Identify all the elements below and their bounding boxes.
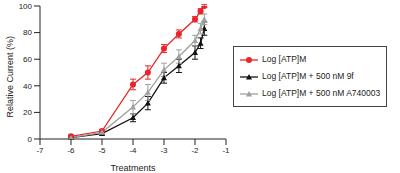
svg-text:-5: -5 — [98, 146, 106, 155]
svg-text:60: 60 — [23, 55, 32, 64]
svg-text:0: 0 — [28, 135, 33, 144]
svg-text:-1: -1 — [222, 146, 230, 155]
svg-text:-7: -7 — [36, 146, 44, 155]
svg-text:-6: -6 — [67, 146, 75, 155]
svg-text:40: 40 — [23, 82, 32, 91]
svg-text:-3: -3 — [160, 146, 168, 155]
svg-text:80: 80 — [23, 28, 32, 37]
svg-text:Treatments: Treatments — [110, 163, 156, 173]
html-text:Log [ATP]M + 500 nM A740003: Log [ATP]M + 500 nM A740003 — [262, 88, 381, 98]
svg-text:100: 100 — [19, 2, 33, 11]
svg-text:-2: -2 — [191, 146, 199, 155]
html-text:Log [ATP]M: Log [ATP]M — [262, 54, 307, 64]
svg-text:20: 20 — [23, 108, 32, 117]
svg-text:Relative Current (%): Relative Current (%) — [8, 36, 15, 118]
svg-text:-4: -4 — [129, 146, 137, 155]
html-text:Log [ATP]M + 500 nM 9f: Log [ATP]M + 500 nM 9f — [262, 71, 354, 81]
